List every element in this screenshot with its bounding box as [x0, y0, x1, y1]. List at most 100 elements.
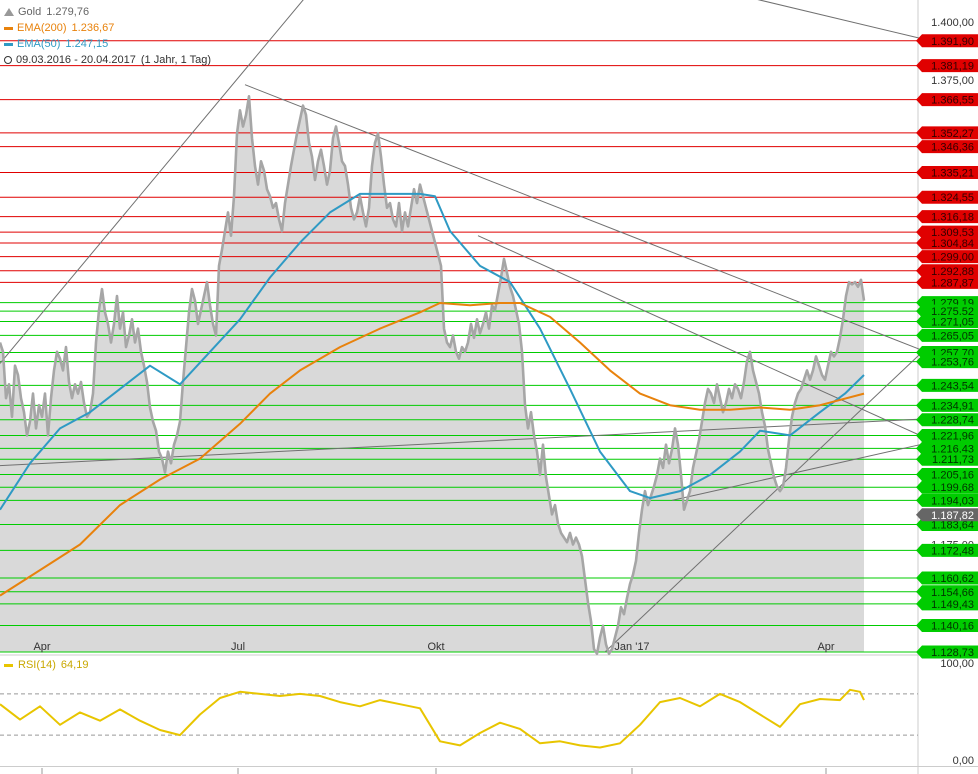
resistance-11-tag: [916, 264, 978, 278]
gold-price-area: [0, 96, 864, 654]
resistance-8-label: 1.309,53: [931, 227, 974, 239]
trendline-0: [0, 0, 304, 364]
support-1-tag: [916, 304, 978, 318]
support-9-tag: [916, 428, 978, 442]
support-8-label: 1.228,74: [931, 415, 974, 427]
support-7-label: 1.234,91: [931, 400, 974, 412]
x-tick-label-1: Jul: [231, 641, 245, 653]
legend-period-interval: (1 Jahr, 1 Tag): [140, 54, 212, 66]
rsi-line: [0, 688, 865, 749]
support-3-tag: [916, 328, 978, 342]
resistance-0-label: 1.391,90: [931, 36, 974, 48]
support-12-label: 1.205,16: [931, 469, 974, 481]
resistance-3-label: 1.352,27: [931, 128, 974, 140]
resistance-1-label: 1.381,19: [931, 61, 974, 73]
area-series-icon: [4, 8, 14, 16]
legend-gold[interactable]: Gold 1.279,76: [4, 4, 211, 20]
legend-ema50[interactable]: EMA(50) 1.247,15: [4, 36, 211, 52]
support-20-label: 1.140,16: [931, 620, 974, 632]
support-18-tag: [916, 585, 978, 599]
support-11-label: 1.211,73: [932, 454, 974, 466]
resistance-10-tag: [916, 250, 978, 264]
x-tick-label-2: Okt: [427, 641, 444, 653]
resistance-9-label: 1.304,84: [931, 238, 974, 250]
resistance-12-tag: [916, 275, 978, 289]
y-axis-top-label: 1.400,00: [931, 17, 974, 29]
x-tick-label-0: Apr: [33, 641, 50, 653]
support-11-tag: [916, 452, 978, 466]
support-17-label: 1.160,62: [931, 573, 974, 585]
support-2-tag: [916, 314, 978, 328]
support-18-label: 1.154,66: [931, 587, 974, 599]
x-tick-label-3: Jan '17: [614, 641, 649, 653]
current-price-label: 1.187,82: [931, 510, 974, 522]
rsi-label: RSI(14): [18, 659, 56, 671]
support-16-tag: [916, 543, 978, 557]
ema50-line: [0, 192, 865, 511]
resistance-5-tag: [916, 165, 978, 179]
chart-legend: Gold 1.279,76 EMA(200) 1.236,67 EMA(50) …: [4, 4, 211, 68]
ema200-line: [0, 302, 865, 597]
support-6-tag: [916, 378, 978, 392]
trendline-5: [671, 444, 921, 501]
legend-gold-value: 1.279,76: [46, 6, 90, 18]
support-20-tag: [916, 618, 978, 632]
rsi-max-label: 100,00: [940, 658, 974, 670]
support-9-label: 1.221,96: [931, 430, 974, 442]
resistance-11-label: 1.292,88: [931, 266, 974, 278]
support-5-tag: [916, 355, 978, 369]
resistance-4-label: 1.346,36: [931, 142, 974, 154]
resistance-9-tag: [916, 236, 978, 250]
support-13-tag: [916, 480, 978, 494]
support-7-tag: [916, 398, 978, 412]
support-14-tag: [916, 493, 978, 507]
ema50-swatch-icon: [4, 42, 13, 46]
legend-ema200[interactable]: EMA(200) 1.236,67: [4, 20, 211, 36]
legend-ema50-value: 1.247,15: [65, 38, 109, 50]
resistance-8-tag: [916, 225, 978, 239]
trendline-1: [244, 84, 921, 350]
support-21-label: 1.128,73: [931, 647, 974, 659]
legend-period[interactable]: 09.03.2016 - 20.04.2017 (1 Jahr, 1 Tag): [4, 52, 211, 68]
support-5-label: 1.253,76: [931, 357, 974, 369]
legend-ema200-value: 1.236,67: [71, 22, 115, 34]
trendline-4: [604, 353, 921, 653]
resistance-6-tag: [916, 190, 978, 204]
resistance-2-label: 1.366,55: [931, 95, 974, 107]
support-17-tag: [916, 571, 978, 585]
resistance-2-tag: [916, 93, 978, 107]
resistance-6-label: 1.324,55: [931, 192, 974, 204]
rsi-value: 64,19: [60, 659, 89, 671]
resistance-10-label: 1.299,00: [931, 252, 974, 264]
gold-price-line: [0, 95, 866, 656]
resistance-0-tag: [916, 34, 978, 48]
support-21-tag: [916, 645, 978, 659]
support-2-label: 1.271,05: [931, 316, 974, 328]
legend-period-range: 09.03.2016 - 20.04.2017: [16, 54, 136, 66]
support-13-label: 1.199,68: [931, 482, 974, 494]
resistance-12-label: 1.287,87: [931, 277, 974, 289]
y-axis-label-0: 1.375,00: [931, 75, 974, 87]
rsi-min-label: 0,00: [953, 755, 974, 767]
support-15-label: 1.183,64: [931, 519, 974, 531]
support-10-label: 1.216,43: [931, 443, 974, 455]
support-3-label: 1.265,05: [931, 330, 974, 342]
legend-ema50-label: EMA(50): [17, 38, 61, 50]
resistance-7-tag: [916, 210, 978, 224]
support-19-label: 1.149,43: [931, 599, 974, 611]
support-14-label: 1.194,03: [931, 495, 974, 507]
resistance-4-tag: [916, 140, 978, 154]
trendline-6: [757, 0, 921, 39]
support-16-label: 1.172,48: [931, 545, 974, 557]
legend-ema200-label: EMA(200): [17, 22, 67, 34]
support-8-tag: [916, 413, 978, 427]
clock-icon: [4, 56, 12, 64]
support-19-tag: [916, 597, 978, 611]
x-tick-label-4: Apr: [817, 641, 834, 653]
rsi-swatch-icon: [4, 663, 13, 667]
trendline-2: [477, 235, 921, 436]
support-12-tag: [916, 467, 978, 481]
rsi-legend[interactable]: RSI(14) 64,19: [4, 659, 88, 671]
trendline-3: [0, 418, 921, 467]
ema200-swatch-icon: [4, 26, 13, 30]
